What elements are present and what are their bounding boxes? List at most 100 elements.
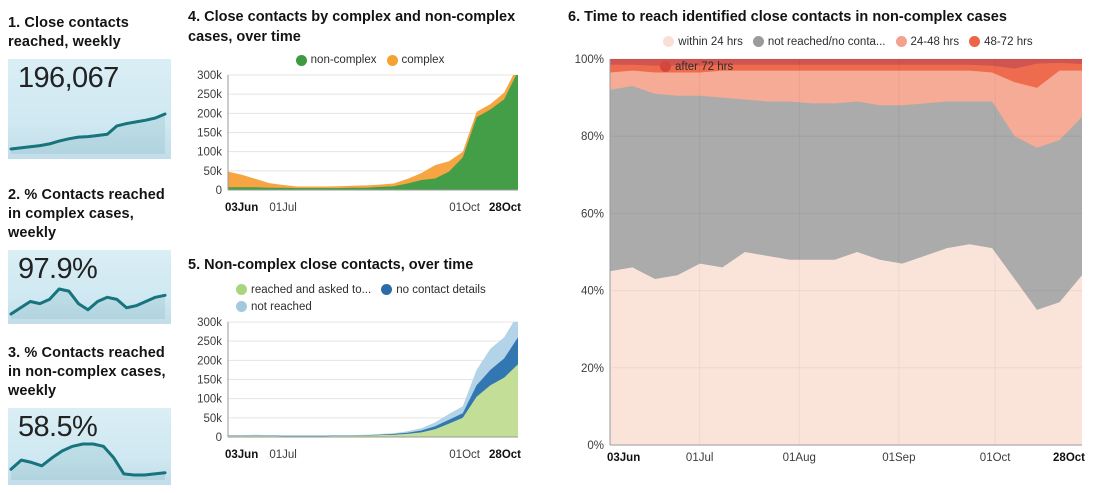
x-axis-tick: 01Oct (980, 452, 1011, 464)
chart-plot-area[interactable]: 03Jun 01Jul 01Oct 28Oct 0 50k 100k 150k 200k 250k… (188, 69, 522, 224)
y-axis-tick: 0 (216, 185, 222, 197)
kpi-value: 58.5% (18, 411, 98, 444)
sparkline-chart (8, 106, 171, 159)
legend-label: complex (401, 54, 445, 67)
chart-legend: reached and asked to... no contact detail… (236, 284, 536, 313)
kpi-value: 97.9% (18, 253, 98, 286)
legend-item-non-complex[interactable]: non-complex (295, 54, 377, 67)
y-axis-tick: 250k (197, 336, 222, 348)
kpi-card-pct-complex: 2. % Contacts reached in complex cases, … (8, 186, 171, 325)
chart-title: 5. Non-complex close contacts, over time (188, 257, 474, 273)
y-axis-tick: 50k (203, 166, 222, 178)
legend-dot-icon (969, 36, 981, 48)
legend-label: 24-48 hrs (910, 35, 960, 48)
kpi-tile[interactable]: 58.5% (8, 408, 171, 486)
x-axis-tick: 03Jun (225, 202, 258, 214)
kpi-title: 1. Close contacts reached, weekly (8, 15, 129, 51)
legend-item-not-reached-no-conta[interactable]: not reached/no conta... (752, 35, 886, 48)
y-axis-tick: 100k (197, 147, 222, 159)
legend-dot-icon (381, 284, 393, 296)
chart-title: 6. Time to reach identified close contac… (568, 9, 1007, 25)
chart-time-to-reach: 6. Time to reach identified close contac… (568, 8, 1098, 493)
y-axis-tick: 150k (197, 374, 222, 386)
kpi-card-close-contacts-reached: 1. Close contacts reached, weekly 196,06… (8, 14, 171, 160)
legend-item-complex[interactable]: complex (386, 54, 445, 67)
kpi-value: 196,067 (18, 62, 119, 95)
chart-complex-vs-noncomplex: 4. Close contacts by complex and non-com… (188, 8, 522, 224)
y-axis-tick: 100% (575, 54, 604, 66)
legend-dot-icon (295, 54, 307, 66)
legend-dot-icon (386, 54, 398, 66)
x-axis-tick: 28Oct (1053, 452, 1085, 464)
legend-label: non-complex (310, 54, 377, 67)
c4-svg: 03Jun 01Jul 01Oct 28Oct 0 50k 100k 150k 200k 250k… (197, 70, 521, 214)
x-axis-tick: 03Jun (225, 449, 258, 461)
area-non-complex[interactable] (228, 71, 518, 191)
chart-plot-area[interactable]: 03Jun 01Jul 01Oct 28Oct 0 50k 100k 150k 200k 250k… (188, 316, 522, 471)
y-axis-tick: 20% (581, 362, 604, 374)
legend-dot-icon (236, 301, 247, 313)
sparkline-chart (8, 281, 171, 324)
y-axis-tick: 300k (197, 70, 222, 82)
x-axis-tick: 28Oct (489, 449, 521, 461)
chart-noncomplex-contacts: 5. Non-complex close contacts, over time… (188, 256, 522, 471)
y-axis-tick: 0 (216, 432, 222, 444)
kpi-column: 1. Close contacts reached, weekly 196,06… (8, 8, 171, 493)
x-axis-tick: 01Jul (269, 449, 297, 461)
sparkline-fill (11, 444, 165, 481)
sparkline-chart (8, 436, 171, 485)
sparkline-line (9, 287, 167, 316)
legend-label: not reached/no conta... (767, 35, 886, 48)
kpi-title: 2. % Contacts reached in complex cases, … (8, 187, 165, 242)
legend-dot-icon (752, 36, 764, 48)
y-axis-tick: 100k (197, 393, 222, 405)
x-axis-tick: 03Jun (607, 452, 640, 464)
legend-item-no-contact-details[interactable]: no contact details (381, 284, 486, 296)
area-within-24-hrs[interactable] (610, 243, 1082, 445)
middle-chart-column: 4. Close contacts by complex and non-com… (188, 8, 522, 493)
kpi-title: 3. % Contacts reached in non-complex cas… (8, 345, 166, 400)
x-axis-tick: 01Jul (269, 202, 297, 214)
legend-item-24-48-hrs[interactable]: 24-48 hrs (895, 35, 960, 48)
x-axis-tick: 01Sep (882, 452, 915, 464)
legend-label: not reached (251, 300, 312, 313)
legend-dot-icon (895, 36, 907, 48)
sparkline-line (9, 442, 167, 477)
x-axis-tick: 28Oct (489, 202, 521, 214)
chart-legend: within 24 hrs not reached/no conta... 24-4… (608, 36, 1098, 48)
x-axis-tick: 01Oct (449, 202, 480, 214)
c5-svg: 03Jun 01Jul 01Oct 28Oct 0 50k 100k 150k 200k 250k… (197, 317, 521, 461)
y-axis-tick: 200k (197, 355, 222, 367)
legend-dot-icon (236, 284, 247, 296)
y-axis-tick: 150k (197, 128, 222, 140)
legend-dot-icon (660, 61, 671, 73)
chart-legend: non-complex complex (228, 54, 522, 66)
x-axis-tick: 01Oct (449, 449, 480, 461)
sparkline-svg (9, 287, 167, 320)
x-axis-tick: 01Aug (783, 452, 816, 464)
legend-label: no contact details (396, 283, 486, 296)
legend-item-within-24-hrs[interactable]: within 24 hrs (663, 36, 743, 48)
y-axis-tick: 40% (581, 285, 604, 297)
legend-item-after-72-hrs[interactable]: after 72 hrs (660, 61, 733, 73)
chart-plot-area[interactable]: after 72 hrs 03Jun 01Jul 01Aug 01Sep 01Oct 28… (568, 51, 1098, 476)
legend-label: reached and asked to... (251, 283, 372, 296)
legend-item-48-72-hrs[interactable]: 48-72 hrs (969, 36, 1033, 48)
legend-item-reached-and-asked-to[interactable]: reached and asked to... (236, 284, 371, 296)
kpi-tile[interactable]: 97.9% (8, 250, 171, 325)
sparkline-fill (11, 289, 165, 320)
y-axis-tick: 200k (197, 108, 222, 120)
sparkline-line (9, 112, 167, 151)
chart-legend-overlay: after 72 hrs (660, 61, 743, 73)
chart-title: 4. Close contacts by complex and non-com… (188, 9, 516, 45)
kpi-card-pct-non-complex: 3. % Contacts reached in non-complex cas… (8, 344, 171, 486)
sparkline-svg (9, 112, 167, 155)
kpi-tile[interactable]: 196,067 (8, 59, 171, 160)
y-axis-tick: 50k (203, 412, 222, 424)
y-axis-tick: 300k (197, 317, 222, 329)
y-axis-tick: 80% (581, 131, 604, 143)
area-reached-and-asked-to[interactable] (228, 363, 518, 437)
legend-item-not-reached[interactable]: not reached (236, 301, 312, 313)
y-axis-tick: 0% (587, 440, 604, 452)
